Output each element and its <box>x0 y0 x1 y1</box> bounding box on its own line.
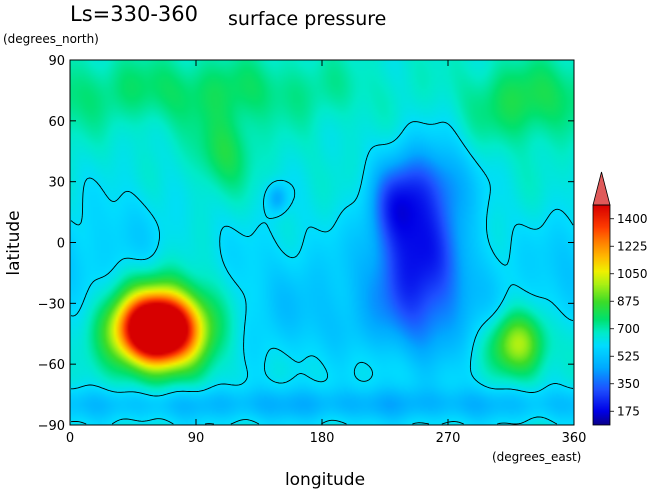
colorbar-tick-label: 700 <box>617 322 640 336</box>
x-axis: 0 90 180 270 360 <box>66 60 587 446</box>
colorbar-tick-label: 875 <box>617 294 640 308</box>
y-tick-label: 0 <box>57 237 65 252</box>
heatmap-field <box>70 60 574 425</box>
colorbar-tick-label: 175 <box>617 404 640 418</box>
chart-subtitle: surface pressure <box>228 8 386 30</box>
y-tick-label: 90 <box>48 54 65 69</box>
y-tick-label: −60 <box>38 358 65 373</box>
x-tick-label: 360 <box>562 431 587 446</box>
chart-title: Ls=330-360 <box>70 2 198 26</box>
x-tick-label: 0 <box>66 431 74 446</box>
y-tick-label: 30 <box>48 176 65 191</box>
x-unit-label: (degrees_east) <box>492 450 581 464</box>
x-tick-label: 270 <box>436 431 461 446</box>
colorbar-tick-label: 525 <box>617 349 640 363</box>
colorbar-frame <box>592 204 611 426</box>
x-tick-label: 90 <box>188 431 205 446</box>
colorbar-tick-label: 1050 <box>617 267 647 281</box>
y-axis: 90 60 30 0 −30 −60 −90 <box>38 54 574 434</box>
colorbar-tick-label: 1400 <box>617 212 647 226</box>
colorbar: 175 350 525 700 875 1050 1225 1400 <box>592 171 647 426</box>
x-axis-label: longitude <box>285 470 365 489</box>
colorbar-ticks: 175 350 525 700 875 1050 1225 1400 <box>610 212 647 418</box>
y-axis-label: latitude <box>4 210 24 275</box>
contour-line <box>70 121 574 425</box>
colorbar-tick-label: 1225 <box>617 239 647 253</box>
y-unit-label: (degrees_north) <box>3 32 99 46</box>
y-tick-label: −90 <box>38 419 65 434</box>
colorbar-gradient <box>593 205 610 425</box>
plot-area <box>69 59 575 426</box>
x-tick-label: 180 <box>310 431 335 446</box>
y-tick-label: −30 <box>38 297 65 312</box>
y-tick-label: 60 <box>48 115 65 130</box>
colorbar-extend-triangle <box>592 171 611 206</box>
colorbar-tick-label: 350 <box>617 377 640 391</box>
